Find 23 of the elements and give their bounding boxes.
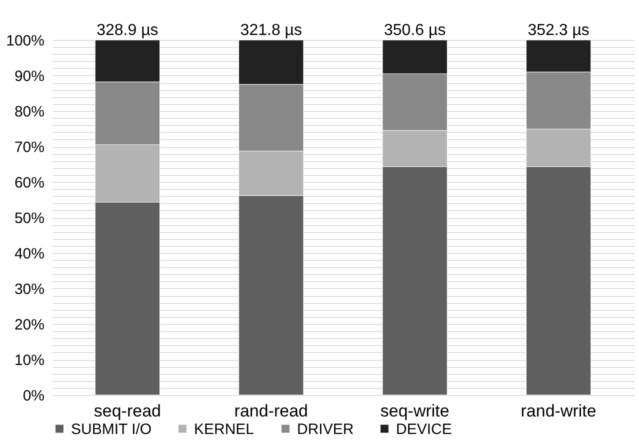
y-tick-label: 30% — [14, 281, 44, 298]
x-tick-label: seq-write — [380, 402, 450, 420]
legend-label: DRIVER — [297, 420, 354, 438]
x-tick-label: seq-read — [94, 402, 161, 420]
annotation: 350.6 µs — [384, 22, 446, 39]
y-tick-label: 0% — [22, 388, 44, 404]
y-tick-label: 100% — [6, 32, 44, 50]
y-tick-label: 80% — [14, 104, 44, 120]
y-tick-label: 20% — [14, 316, 44, 334]
y-tick-label: 60% — [14, 174, 44, 192]
y-tick-label: 10% — [14, 352, 44, 369]
annotation: 352.3 µs — [528, 22, 590, 39]
x-tick-label: rand-read — [234, 402, 308, 420]
y-tick-label: 70% — [14, 139, 44, 156]
legend-label: DEVICE — [396, 420, 452, 438]
y-tick-label: 50% — [14, 210, 44, 227]
annotation: 328.9 µs — [96, 22, 158, 39]
y-tick-label: 40% — [14, 246, 44, 262]
x-tick-label: rand-write — [520, 402, 596, 420]
legend-label: SUBMIT I/O — [71, 420, 152, 438]
legend-label: KERNEL — [194, 420, 254, 438]
annotation: 321.8 µs — [240, 22, 302, 39]
y-tick-label: 90% — [14, 68, 44, 85]
